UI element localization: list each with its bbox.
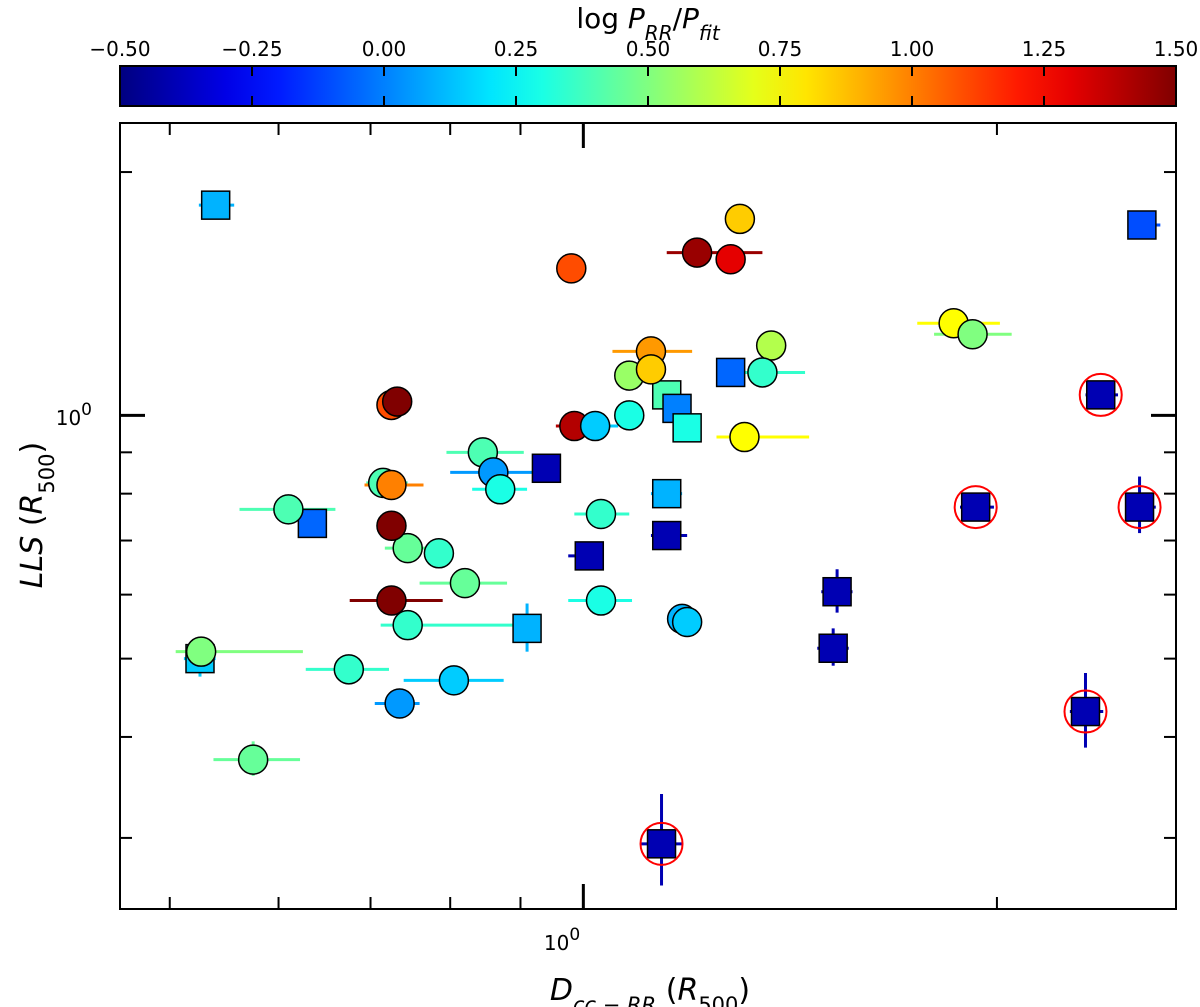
circle-marker (185, 636, 217, 667)
square-marker (200, 190, 231, 220)
plot-area (119, 122, 1177, 910)
x-axis-ticks (168, 123, 998, 909)
circle-marker (957, 318, 988, 350)
circle-marker (273, 494, 304, 525)
square-marker (297, 508, 328, 539)
y-tick-label-1: 100 (56, 400, 92, 430)
square-marker (822, 576, 852, 607)
circle-marker (681, 237, 713, 268)
y-label-r-subscript: 500 (35, 454, 59, 494)
circle-marker (376, 469, 407, 501)
x-tick-label-base: 10 (544, 931, 569, 955)
circle-marker (333, 654, 365, 685)
y-tick-label-base: 10 (56, 406, 81, 430)
circle-marker (579, 410, 611, 442)
x-label-d: D (550, 973, 573, 1007)
circle-marker (715, 244, 746, 275)
circle-marker (237, 744, 269, 775)
colorbar-title-prefix: log (576, 2, 628, 35)
y-label-lls: LLS (15, 536, 50, 588)
square-marker (1085, 380, 1116, 410)
square-marker (651, 478, 682, 509)
square-marker (960, 492, 991, 522)
colorbar-tick-label: 1.50 (1154, 37, 1199, 61)
colorbar-title-rr-subscript: RR (645, 21, 673, 45)
y-label-open-paren: ( (15, 514, 50, 535)
x-tick-label-1: 100 (544, 925, 580, 955)
circle-marker (635, 354, 667, 385)
circle-marker (614, 400, 645, 431)
colorbar-tick-label: 0.25 (494, 37, 539, 61)
x-tick-label-exponent: 0 (569, 925, 580, 945)
square-marker (512, 613, 542, 644)
x-label-subscript: cc − RR (573, 993, 656, 1007)
colorbar: log PRR/Pfit −0.50 −0.25 0.00 0.25 0.50 0.75 1… (89, 2, 1198, 107)
y-label-r: R (15, 494, 50, 515)
colorbar-tick-label: −0.25 (221, 37, 282, 61)
colorbar-title-fit-subscript: fit (699, 21, 721, 45)
circle-marker (556, 253, 587, 284)
y-label-close-paren: ) (15, 442, 50, 454)
colorbar-ticks: −0.50 −0.25 0.00 0.25 0.50 0.75 1.00 1.25 1.50 (89, 37, 1198, 106)
square-marker (531, 453, 562, 484)
y-axis-ticks (120, 171, 1176, 839)
highlight-ring (1117, 485, 1162, 530)
circle-marker (392, 532, 423, 564)
colorbar-tick-label: 0.00 (362, 37, 407, 61)
circle-marker (381, 386, 413, 417)
circle-marker (376, 585, 407, 616)
square-marker (646, 829, 677, 859)
circle-marker (729, 421, 760, 453)
highlight-ring (1063, 689, 1108, 734)
circle-marker (423, 538, 455, 569)
square-marker (1070, 696, 1101, 727)
square-marker (672, 413, 702, 443)
colorbar-tick-label: 0.75 (758, 37, 803, 61)
highlight-ring (953, 485, 998, 530)
circle-marker (484, 474, 516, 505)
circle-marker (724, 203, 756, 235)
x-label-open-paren: ( (656, 973, 677, 1007)
circle-marker (376, 510, 407, 542)
circle-marker (755, 330, 787, 361)
circle-marker (585, 585, 617, 616)
colorbar-tick-label: 1.25 (1022, 37, 1067, 61)
square-marker (1124, 492, 1155, 522)
colorbar-tick-label: 0.50 (626, 37, 671, 61)
colorbar-title-slash: / (673, 2, 683, 35)
circle-marker (438, 665, 470, 696)
colorbar-title-p-fit: P (682, 2, 699, 35)
colorbar-tick-label: −0.50 (89, 37, 150, 61)
x-label-r: R (677, 973, 698, 1007)
square-marker (574, 541, 605, 571)
circle-marker (671, 606, 703, 638)
circle-marker (384, 688, 415, 719)
square-marker (818, 633, 848, 663)
x-label-close-paren: ) (738, 973, 750, 1007)
colorbar-title-p-rr: P (628, 2, 645, 35)
x-axis-label: Dcc − RR (R500) (550, 973, 750, 1007)
highlight-ring (1078, 372, 1123, 417)
circle-marker (585, 498, 617, 530)
colorbar-title: log PRR/Pfit (576, 2, 721, 45)
circle-marker (449, 567, 481, 599)
square-marker (1127, 210, 1157, 240)
y-axis-label: LLS (R500) (15, 442, 59, 588)
highlight-rings (639, 372, 1162, 866)
circle-marker (747, 357, 778, 388)
square-marker (715, 357, 746, 388)
data-markers (185, 190, 1157, 859)
circle-marker (392, 609, 423, 641)
x-label-r-subscript: 500 (698, 993, 738, 1007)
y-tick-label-exponent: 0 (81, 400, 92, 420)
colorbar-tick-label: 1.00 (890, 37, 935, 61)
square-marker (651, 520, 682, 551)
highlight-ring (639, 821, 684, 866)
